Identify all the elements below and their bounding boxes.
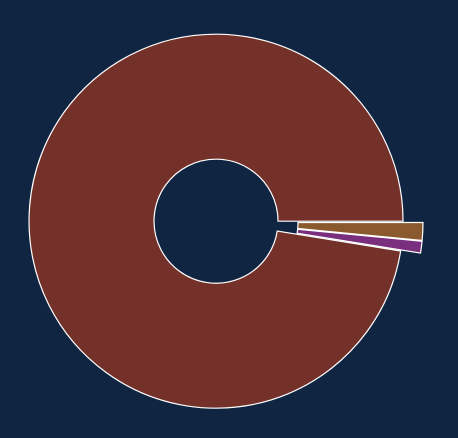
- donut-slice-2: [296, 228, 423, 254]
- donut-slice-3: [28, 33, 404, 409]
- slices-group: [28, 33, 424, 409]
- donut-slice-1: [297, 221, 424, 242]
